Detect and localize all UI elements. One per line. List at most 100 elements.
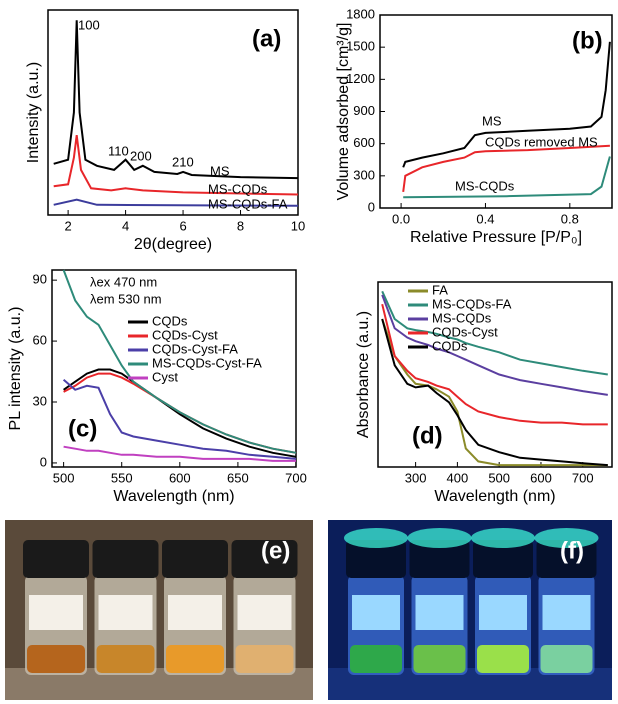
vial-liquid [96, 645, 155, 673]
panel-label: (a) [252, 25, 281, 52]
vial-liquid [166, 645, 224, 673]
y-tick-label: 900 [353, 103, 375, 118]
x-axis-label: Relative Pressure [P/P₀] [410, 229, 582, 246]
annotation: λem 530 nm [90, 291, 162, 306]
x-tick-label: 10 [291, 218, 305, 233]
x-tick-label: 300 [405, 470, 427, 485]
x-tick-label: 600 [169, 470, 191, 485]
x-tick-label: 700 [572, 470, 594, 485]
vial-label [168, 595, 222, 630]
axes-frame [47, 9, 299, 216]
panel: 300 400 500 600 700 Wavelength (nm) Absorbance… [355, 281, 613, 505]
series-line [381, 318, 608, 467]
x-tick-label: 0.8 [561, 211, 579, 226]
vial-label [98, 595, 153, 630]
legend-label: MS-CQDs-FA [432, 296, 512, 311]
y-axis-label: Volume adsorbed [cm³/g] [335, 23, 352, 201]
x-tick-label: 6 [179, 218, 186, 233]
series-line [402, 144, 610, 193]
photo: (f) [328, 520, 612, 700]
series-label: MS-CQDs-FA [208, 196, 288, 211]
legend-label: Cyst [152, 369, 178, 384]
series-line [53, 198, 299, 207]
vial-cap [23, 540, 89, 578]
legend-label: CQDs-Cyst [152, 327, 218, 342]
vial-label [542, 595, 591, 630]
legend-label: CQDs-Cyst [432, 324, 498, 339]
photo: (e) [5, 520, 313, 700]
axes-frame [377, 281, 613, 468]
series-line [53, 20, 299, 180]
vial-label [352, 595, 400, 630]
vial-cap [92, 540, 159, 578]
legend-label: CQDs [432, 338, 468, 353]
series-line [381, 303, 608, 426]
legend-label: MS-CQDs [432, 310, 492, 325]
panel-label: (f) [560, 537, 584, 564]
series-label: MS [210, 163, 230, 178]
x-tick-label: 4 [122, 218, 129, 233]
y-tick-label: 1800 [346, 6, 375, 21]
y-tick-label: 1200 [346, 71, 375, 86]
vial-label [29, 595, 83, 630]
series-label: MS-CQDs [208, 181, 268, 196]
axes-frame [51, 269, 297, 468]
series-line [381, 294, 608, 396]
series-line [62, 378, 297, 460]
x-tick-label: 0.4 [476, 211, 494, 226]
annotation: 210 [172, 154, 194, 169]
x-tick-label: 2 [64, 218, 71, 233]
annotation: 110 [108, 143, 129, 158]
y-axis-label: PL intensity (a.u.) [7, 307, 24, 431]
vial-label [479, 595, 527, 630]
panel-label: (b) [572, 27, 603, 54]
annotation: λex 470 nm [90, 274, 157, 289]
panel-label: (c) [68, 415, 97, 442]
series-line [63, 445, 296, 462]
panel: 0.0 0.4 0.8 0 300 600 900 1200 1500 1800 Relative … [335, 6, 613, 246]
y-axis-label: Absorbance (a.u.) [355, 311, 372, 438]
vial-liquid [27, 645, 85, 673]
vial-cap [473, 540, 533, 578]
x-axis-label: Wavelength (nm) [434, 488, 555, 505]
x-tick-label: 500 [488, 470, 510, 485]
legend-label: MS-CQDs-Cyst-FA [152, 355, 262, 370]
vial-label [237, 595, 292, 630]
series-line [53, 134, 299, 196]
cap-glow [407, 528, 472, 548]
vial-cap [409, 540, 470, 578]
y-tick-label: 90 [33, 272, 47, 287]
legend-label: CQDs [152, 313, 188, 328]
vial-cap [231, 540, 298, 578]
series-line [402, 41, 611, 168]
y-tick-label: 60 [33, 333, 47, 348]
series-line [62, 269, 297, 454]
series-line [403, 156, 611, 199]
vial-cap [536, 540, 597, 578]
x-tick-label: 650 [227, 470, 249, 485]
cap-glow [344, 528, 408, 548]
x-tick-label: 8 [237, 218, 244, 233]
y-tick-label: 0 [40, 454, 47, 469]
panel: 2 4 6 8 10 2θ(degree) Intensity (a.u.) (a) 100 11… [25, 9, 305, 253]
x-tick-label: 550 [111, 470, 133, 485]
x-tick-label: 600 [530, 470, 552, 485]
vial-liquid [235, 645, 294, 673]
vial-cap [162, 540, 228, 578]
vial-liquid [477, 645, 529, 673]
x-tick-label: 700 [285, 470, 307, 485]
vial-liquid [413, 645, 466, 673]
legend-label: CQDs-Cyst-FA [152, 341, 238, 356]
series-label: MS [482, 113, 502, 128]
y-tick-label: 0 [368, 199, 375, 214]
series-line [381, 290, 608, 376]
y-axis-label: Intensity (a.u.) [25, 62, 42, 163]
panel-label: (e) [261, 537, 290, 564]
panel-label: (d) [412, 422, 443, 449]
vial-liquid [350, 645, 402, 673]
series-label: CQDs removed MS [485, 134, 598, 149]
vial-cap [346, 540, 406, 578]
x-axis-label: Wavelength (nm) [113, 488, 234, 505]
annotation: 100 [78, 17, 100, 32]
